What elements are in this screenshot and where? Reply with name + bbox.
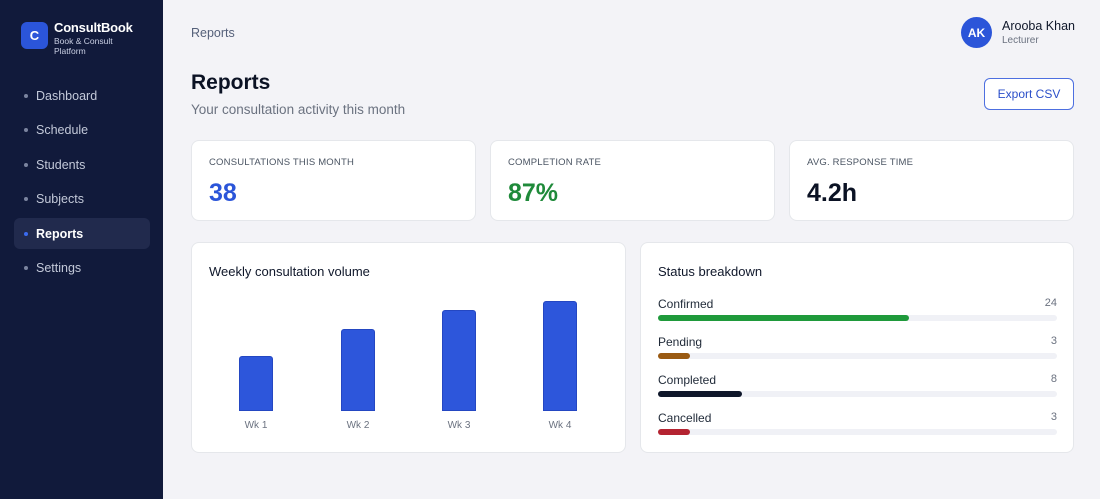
sidebar-item-label: Schedule [36,123,89,137]
avatar: AK [961,17,992,48]
bullet-icon [24,93,28,98]
status-count: 24 [1044,297,1057,309]
progress-track [658,429,1057,435]
chart-bar [543,301,577,411]
weekly-volume-chart: Wk 1 Wk 2 Wk 3 Wk 4 [192,243,625,452]
sidebar-item-label: Dashboard [36,88,98,103]
breadcrumb: Reports [191,26,235,40]
chart-x-label: Wk 2 [346,420,370,431]
sidebar-item-label: Students [36,157,86,172]
sidebar-item-schedule[interactable]: Schedule [14,115,150,146]
status-label: Confirmed [658,297,714,311]
bullet-icon [24,128,28,132]
user-role: Lecturer [1002,34,1039,46]
bullet-icon [24,162,28,167]
brand-tagline: Book & Consult Platform [54,36,113,56]
kpi-value: 38 [209,179,237,207]
user-name: Arooba Khan [1002,18,1075,33]
progress-track [658,391,1057,397]
export-csv-button[interactable]: Export CSV [984,78,1074,110]
sidebar-item-reports[interactable]: Reports [14,218,150,249]
brand[interactable]: C ConsultBook Book & Consult Platform [21,21,134,56]
kpi-value: 87% [508,179,559,207]
chart-x-label: Wk 3 [447,420,471,431]
sidebar-item-subjects[interactable]: Subjects [14,184,150,215]
status-count: 3 [1050,335,1057,347]
chart-x-label: Wk 4 [548,420,572,431]
kpi-card-completion-rate: COMPLETION RATE 87% [490,140,775,221]
sidebar-item-settings[interactable]: Settings [14,253,150,284]
status-count: 8 [1050,373,1057,385]
kpi-label: AVG. RESPONSE TIME [807,157,914,168]
page-subtitle: Your consultation activity this month [191,102,406,117]
sidebar-item-students[interactable]: Students [14,149,150,180]
bullet-icon [24,197,28,201]
progress-track [658,353,1057,359]
chart-x-label: Wk 1 [244,420,268,431]
sidebar-item-label: Settings [36,261,82,275]
kpi-card-response-time: AVG. RESPONSE TIME 4.2h [789,140,1074,221]
kpi-value: 4.2h [807,179,858,207]
progress-fill [658,353,690,359]
panel-title: Status breakdown [658,264,763,279]
sidebar-nav: Dashboard Schedule Students Subjects Rep… [14,80,150,287]
sidebar-item-label: Reports [36,226,84,241]
bullet-icon [24,266,28,270]
brand-logo: C [21,22,48,49]
chart-bar [341,328,375,411]
sidebar-item-dashboard[interactable]: Dashboard [14,80,150,111]
chart-bar [239,356,273,411]
progress-track [658,315,1057,321]
sidebar: C ConsultBook Book & Consult Platform Da… [0,0,163,499]
chart-bar [442,310,476,411]
status-label: Completed [658,373,717,387]
status-count: 3 [1050,411,1057,423]
panel-title: Weekly consultation volume [209,264,370,279]
status-label: Cancelled [658,411,712,425]
status-breakdown-panel: Status breakdown Confirmed 24 Pending 3 … [640,242,1074,453]
progress-fill [658,391,742,397]
kpi-label: COMPLETION RATE [508,157,602,168]
progress-fill [658,429,690,435]
sidebar-item-label: Subjects [36,192,84,206]
progress-fill [658,315,910,321]
brand-name: ConsultBook [54,20,133,35]
user-menu[interactable]: AK Arooba Khan Lecturer [961,17,1075,48]
kpi-card-consultations: CONSULTATIONS THIS MONTH 38 [191,140,476,221]
status-label: Pending [658,335,703,349]
bullet-icon [24,231,28,236]
kpi-label: CONSULTATIONS THIS MONTH [209,157,355,168]
page-title: Reports [191,71,271,94]
